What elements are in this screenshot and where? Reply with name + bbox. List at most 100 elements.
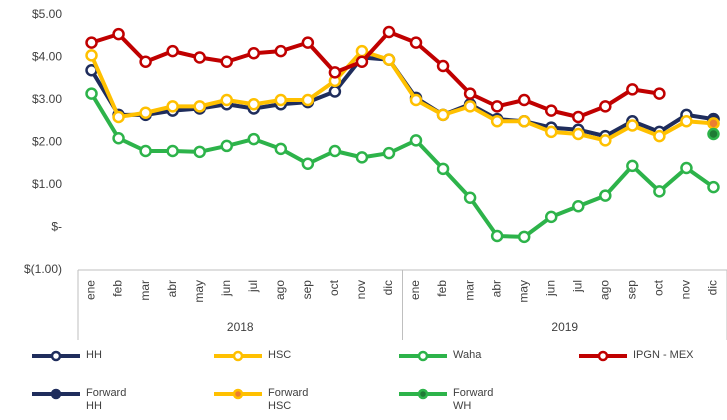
legend-marker	[597, 350, 609, 362]
x-tick-label: jun	[543, 280, 557, 297]
data-point	[328, 66, 342, 79]
data-point	[247, 98, 261, 111]
data-point	[680, 115, 693, 128]
data-point	[112, 27, 125, 41]
y-tick-label: $1.00	[32, 177, 62, 191]
data-point	[328, 144, 342, 158]
data-point	[193, 100, 206, 113]
data-point	[112, 110, 125, 124]
series-line	[89, 92, 715, 239]
data-point	[247, 132, 261, 146]
data-point	[626, 119, 639, 132]
y-tick-label: $4.00	[32, 50, 62, 64]
group-label: 2019	[551, 320, 578, 334]
legend-item: HSC	[212, 349, 291, 363]
data-point	[680, 161, 693, 175]
x-tick-label: mar	[138, 280, 152, 301]
group-label: 2018	[227, 320, 254, 334]
legend-label: HSC	[268, 349, 292, 361]
data-point	[707, 180, 720, 194]
data-point	[463, 100, 477, 113]
data-point	[572, 200, 585, 213]
x-tick-label: abr	[165, 280, 179, 297]
x-tick-label: dic	[381, 280, 395, 295]
data-point	[490, 229, 504, 243]
data-point	[382, 146, 396, 160]
data-point	[220, 55, 233, 68]
data-point	[409, 36, 423, 49]
x-tick-label: ago	[273, 280, 287, 300]
data-point	[544, 104, 558, 117]
legend-label: Forward WH	[453, 387, 494, 412]
data-point	[544, 125, 558, 139]
data-point	[517, 93, 531, 107]
data-point	[112, 132, 125, 145]
legend-label: Waha	[453, 349, 482, 361]
data-point	[274, 142, 288, 156]
data-point	[247, 47, 261, 60]
data-point	[653, 87, 666, 100]
data-point	[707, 127, 720, 141]
data-point	[166, 144, 179, 158]
data-point	[274, 44, 288, 58]
data-point	[599, 100, 612, 113]
x-tick-label: ago	[597, 280, 611, 300]
x-tick-label: feb	[111, 280, 125, 297]
data-point	[382, 25, 396, 39]
legend-item: IPGN - MEX	[577, 349, 694, 363]
data-point	[599, 134, 612, 147]
x-tick-label: sep	[625, 280, 639, 300]
legend-swatch	[214, 388, 262, 400]
legend-swatch	[399, 388, 447, 400]
legend-label: HH	[86, 349, 102, 361]
data-point	[85, 87, 98, 100]
legend-swatch	[32, 350, 80, 362]
x-tick-label: jul	[570, 280, 584, 293]
y-tick-label: $(1.00)	[24, 262, 62, 276]
x-tick-label: nov	[354, 280, 368, 299]
legend-item: HH	[30, 349, 102, 363]
data-point	[572, 127, 585, 141]
data-point	[490, 115, 504, 128]
legend-item: Forward HSC	[212, 387, 318, 413]
x-tick-label: feb	[435, 280, 449, 297]
data-point	[355, 44, 369, 58]
data-point	[409, 93, 423, 107]
data-point	[626, 159, 639, 173]
data-point	[85, 36, 98, 49]
data-point	[355, 55, 369, 68]
data-point	[166, 100, 179, 113]
data-point	[463, 191, 477, 204]
data-point	[85, 49, 98, 62]
data-point	[355, 151, 369, 164]
data-point	[490, 100, 504, 113]
legend-marker	[232, 350, 244, 362]
data-point	[193, 51, 206, 64]
data-point	[166, 44, 179, 58]
legend-swatch	[579, 350, 627, 362]
data-point	[139, 106, 152, 119]
data-point	[139, 55, 152, 68]
x-tick-label: oct	[327, 279, 341, 296]
legend-label: Forward HSC	[268, 387, 309, 412]
data-point	[301, 36, 315, 49]
data-point	[139, 144, 152, 158]
x-tick-label: mar	[462, 280, 476, 301]
data-point	[626, 83, 639, 96]
x-tick-label: sep	[300, 280, 314, 300]
data-point	[436, 59, 450, 73]
y-tick-label: $2.00	[32, 135, 62, 149]
legend-label: IPGN - MEX	[633, 349, 694, 361]
x-tick-label: nov	[679, 280, 693, 299]
data-point	[382, 53, 396, 66]
data-point	[653, 129, 666, 143]
legend-swatch	[214, 350, 262, 362]
legend-marker	[50, 350, 62, 362]
data-point	[517, 230, 531, 244]
data-point	[193, 145, 206, 159]
legend-marker	[417, 388, 429, 400]
data-point	[436, 162, 450, 176]
data-point	[301, 157, 315, 170]
x-tick-label: may	[516, 280, 530, 303]
